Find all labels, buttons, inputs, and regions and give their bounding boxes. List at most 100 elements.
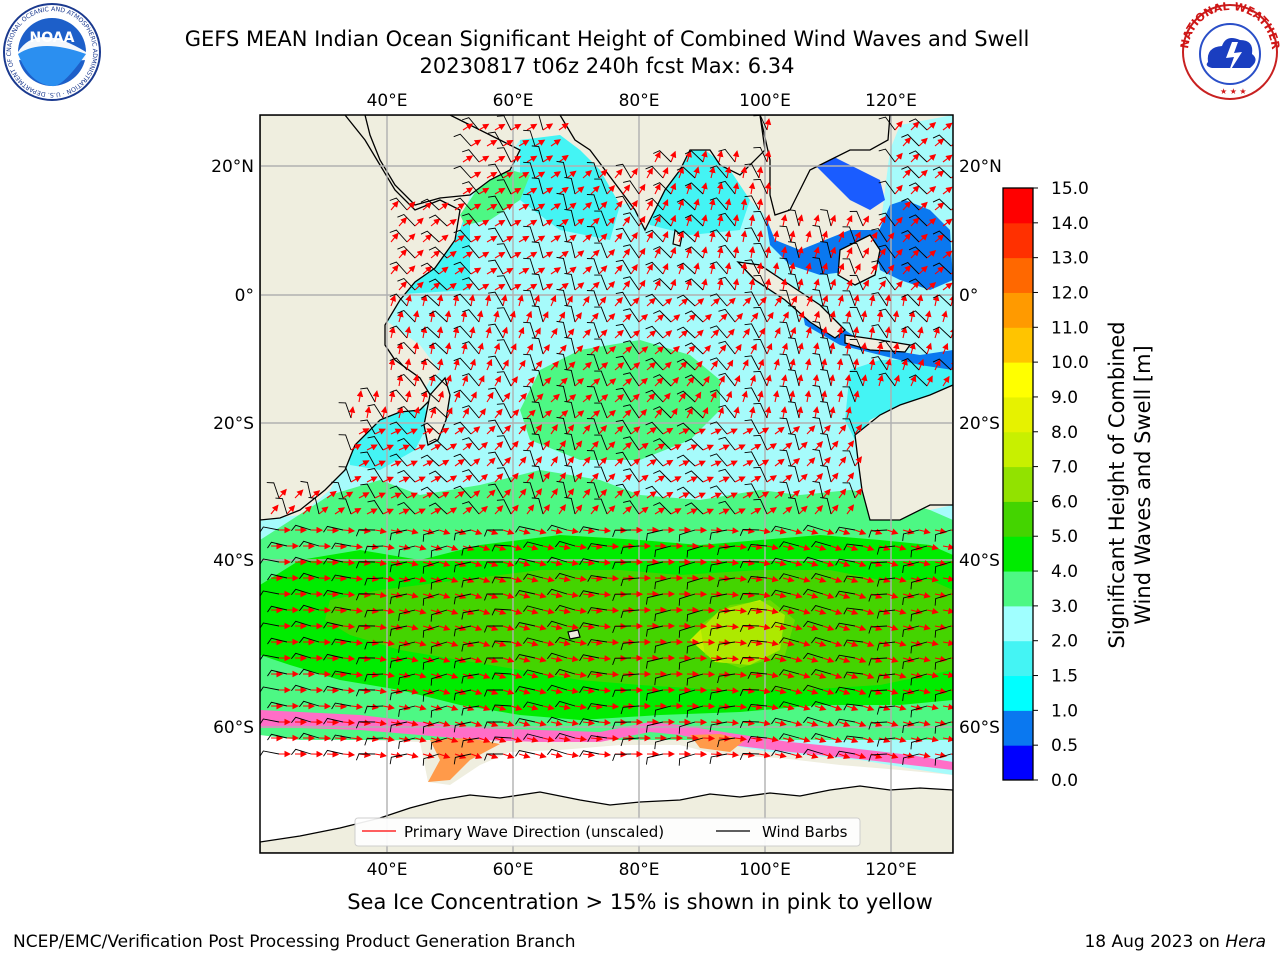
wave-arrow	[550, 327, 558, 339]
wave-arrow	[788, 390, 796, 403]
wind-barb	[787, 273, 800, 291]
wave-arrow	[502, 139, 514, 147]
wave-arrow	[398, 280, 408, 291]
wave-arrow	[942, 342, 949, 355]
wind-barb	[462, 309, 480, 323]
wave-arrow	[821, 230, 828, 243]
wave-arrow	[478, 408, 486, 419]
wind-barb	[820, 241, 832, 259]
wave-arrow	[782, 311, 789, 323]
wave-arrow	[436, 326, 444, 339]
wave-arrow	[406, 233, 416, 243]
wave-arrow	[478, 375, 485, 387]
lat-labels-right: 20°N 0° 20°S 40°S 60°S	[959, 157, 1002, 738]
wind-barb	[453, 229, 472, 243]
wave-arrow	[534, 235, 546, 243]
wind-barb	[523, 385, 536, 403]
wave-arrow	[486, 171, 498, 179]
wind-barb	[932, 358, 952, 371]
wind-barb	[779, 353, 792, 371]
wind-barb	[718, 244, 736, 259]
wind-barb	[820, 305, 832, 323]
se-asia	[759, 115, 891, 216]
wave-arrow	[734, 374, 741, 387]
wind-barb	[462, 245, 480, 259]
wind-barb	[594, 242, 608, 259]
wave-arrow	[829, 214, 837, 227]
wind-barb	[744, 387, 760, 403]
wind-barb	[586, 226, 600, 243]
wave-arrow	[910, 217, 920, 227]
wave-arrow	[789, 358, 796, 371]
wave-arrow	[654, 408, 663, 419]
wind-barb	[753, 274, 768, 291]
wave-arrow	[510, 409, 520, 419]
wave-arrow	[726, 297, 736, 307]
wave-arrow	[829, 310, 836, 323]
wave-arrow	[574, 345, 584, 355]
wave-arrow	[614, 232, 623, 243]
wave-arrow	[502, 267, 514, 275]
wave-arrow	[701, 246, 708, 259]
wave-arrow	[862, 279, 870, 291]
wave-arrow	[534, 360, 543, 371]
wave-arrow	[502, 203, 514, 211]
wind-barb	[488, 131, 504, 147]
wind-barb	[462, 277, 480, 291]
wind-barb	[594, 402, 608, 419]
wave-arrow	[732, 150, 740, 163]
wind-barb	[718, 404, 736, 419]
nws-logo: NATIONAL WEATHER SERVICE ★ ★ ★	[1180, 2, 1280, 100]
wave-arrow	[860, 310, 868, 323]
wave-arrow	[677, 262, 684, 275]
colorbar-block	[1003, 327, 1033, 363]
wave-arrow	[436, 294, 444, 307]
wave-arrow	[710, 329, 720, 339]
wave-arrow	[534, 139, 546, 147]
wave-arrow	[542, 344, 550, 355]
wind-barb	[397, 245, 416, 259]
wave-arrow	[804, 358, 812, 371]
wind-barb	[779, 385, 792, 403]
wind-barb	[453, 389, 472, 403]
wind-barb	[908, 118, 928, 131]
colorbar-block	[1003, 745, 1033, 781]
wave-arrow	[805, 262, 812, 275]
wave-arrow	[486, 203, 498, 211]
wind-barb	[496, 371, 512, 387]
wave-arrow	[662, 392, 671, 403]
wave-arrow	[902, 265, 912, 275]
wind-barb	[594, 210, 608, 227]
wave-arrow	[638, 183, 646, 195]
wave-arrow	[670, 278, 677, 291]
wave-arrow	[390, 200, 399, 211]
wave-arrow	[461, 374, 469, 387]
wind-barb	[594, 178, 608, 195]
colorbar-label-line1: Significant Height of Combined	[1105, 321, 1129, 648]
wave-arrow	[526, 187, 538, 195]
wave-arrow	[390, 428, 402, 435]
wave-arrow	[724, 198, 732, 211]
wind-barb	[718, 372, 736, 387]
wind-barb	[842, 258, 856, 275]
wind-barb	[645, 293, 664, 307]
wind-barb	[645, 325, 664, 339]
wave-arrow	[630, 199, 638, 211]
wave-arrow	[598, 265, 608, 275]
wave-arrow	[606, 409, 616, 419]
wave-arrow	[797, 342, 804, 355]
wind-barb	[908, 246, 928, 259]
wind-barb	[338, 434, 352, 451]
wave-arrow	[764, 246, 772, 259]
wave-arrow	[893, 374, 900, 387]
wind-barb	[586, 194, 600, 211]
wave-arrow	[526, 376, 535, 387]
wave-arrow	[701, 150, 708, 163]
wave-arrow	[462, 219, 474, 227]
wind-barb	[531, 145, 544, 163]
wave-arrow	[838, 424, 847, 435]
wave-arrow	[518, 424, 527, 435]
wave-arrow	[884, 326, 892, 339]
wave-arrow	[764, 118, 772, 131]
wave-arrow	[718, 375, 725, 387]
